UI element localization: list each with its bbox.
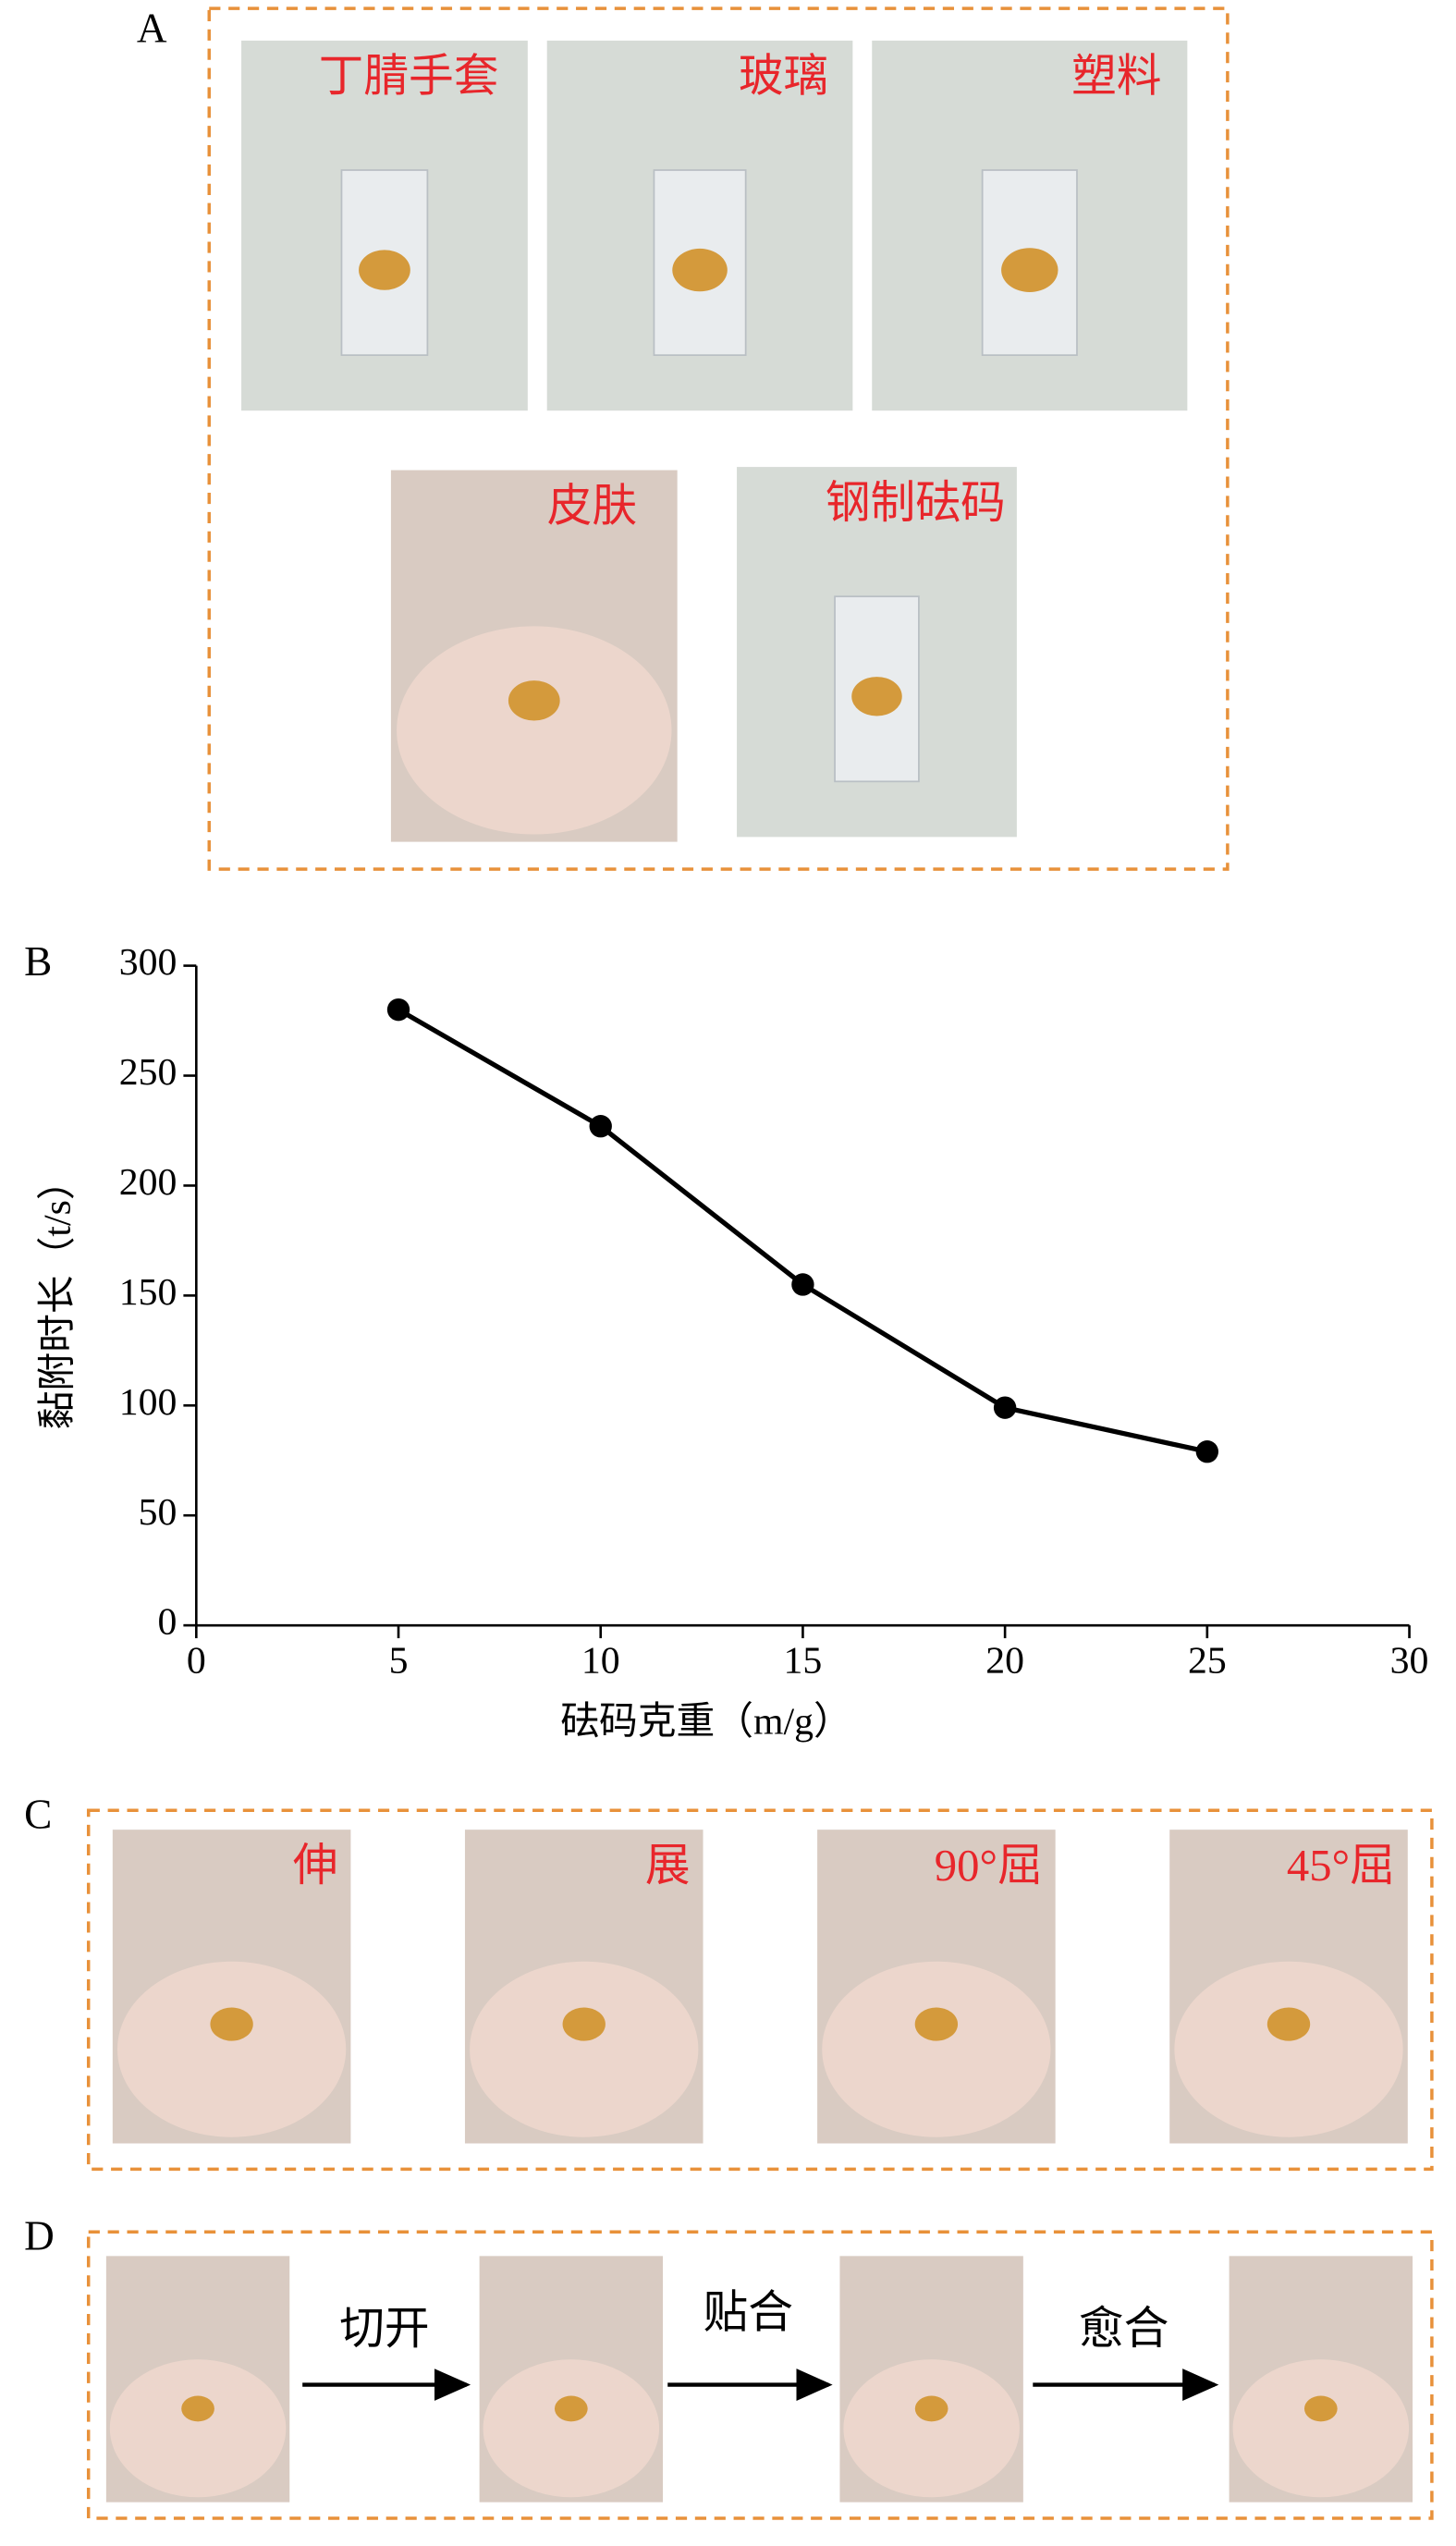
photo-label: 45°屈 — [1287, 1841, 1395, 1891]
y-tick-label: 0 — [158, 1601, 177, 1644]
x-tick-label: 5 — [389, 1639, 409, 1682]
y-axis-label: 黏附时长（t/s） — [37, 1161, 80, 1429]
y-tick-label: 150 — [119, 1271, 177, 1314]
photo-label: 伸 — [293, 1841, 338, 1891]
point — [791, 1273, 814, 1296]
object — [834, 595, 920, 783]
x-tick-label: 25 — [1188, 1639, 1227, 1682]
line — [397, 1007, 1208, 1454]
photo-label: 皮肤 — [547, 481, 637, 531]
y-tick-label: 300 — [119, 941, 177, 984]
photo-label: 玻璃 — [739, 52, 828, 102]
y-tick-label: 50 — [139, 1491, 177, 1534]
gel — [1001, 248, 1058, 292]
hand — [843, 2359, 1020, 2498]
gel — [914, 2007, 959, 2041]
hand — [109, 2359, 287, 2498]
photo-label: 丁腈手套 — [319, 52, 499, 102]
point — [993, 1396, 1017, 1419]
y-tick-label: 250 — [119, 1051, 177, 1094]
hand — [116, 1961, 347, 2137]
hand — [483, 2359, 660, 2498]
point — [1195, 1440, 1219, 1463]
gel — [359, 250, 410, 290]
x-tick-label: 20 — [985, 1639, 1024, 1682]
photo-label: 90°屈 — [935, 1841, 1043, 1891]
x-tick-label: 10 — [581, 1639, 620, 1682]
gel — [1266, 2007, 1311, 2041]
gel — [1303, 2395, 1338, 2422]
gel — [562, 2007, 606, 2041]
x-axis-label: 砝码克重（m/g） — [560, 1701, 851, 1744]
gel — [210, 2007, 253, 2041]
hand — [822, 1961, 1051, 2137]
point — [589, 1115, 612, 1138]
panel-label: A — [137, 6, 167, 52]
gel — [914, 2395, 948, 2422]
x-tick-label: 15 — [784, 1639, 823, 1682]
gel — [554, 2395, 588, 2422]
y-tick-label: 200 — [119, 1161, 177, 1204]
y-tick-label: 100 — [119, 1381, 177, 1424]
hand — [1174, 1961, 1403, 2137]
photo-label: 钢制砝码 — [826, 478, 1006, 528]
point — [386, 998, 410, 1022]
panel-label: B — [24, 938, 52, 985]
step-label: 切开 — [339, 2304, 429, 2354]
panel-label: C — [24, 1791, 52, 1837]
panel-c-frame — [86, 1808, 1434, 2172]
photo-label: 塑料 — [1071, 52, 1161, 102]
panel-label: D — [24, 2212, 55, 2258]
x-tick-label: 30 — [1390, 1639, 1429, 1682]
hand — [1232, 2359, 1410, 2498]
step-label: 贴合 — [704, 2288, 793, 2338]
step-label: 愈合 — [1079, 2304, 1168, 2354]
gel — [508, 680, 560, 721]
gel — [181, 2395, 214, 2422]
photo-label: 展 — [645, 1841, 691, 1891]
gel — [851, 677, 902, 716]
panel-a-frame — [207, 6, 1230, 871]
x-tick-label: 0 — [187, 1639, 206, 1682]
gel — [672, 248, 728, 292]
hand — [470, 1961, 699, 2137]
hand — [397, 626, 672, 835]
